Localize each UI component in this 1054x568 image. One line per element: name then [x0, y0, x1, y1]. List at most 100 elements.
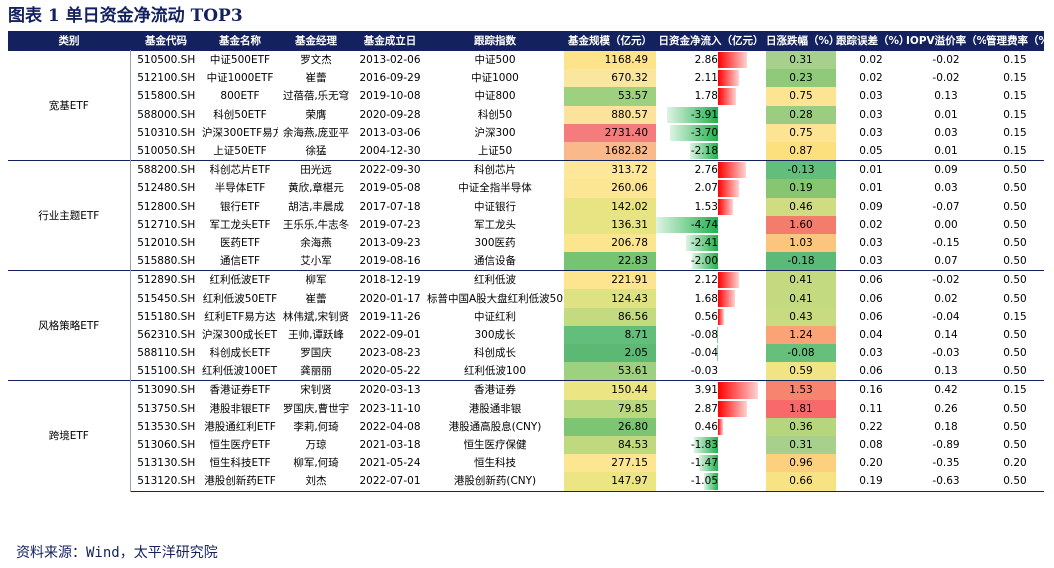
- fund-scale: 84.53: [564, 435, 656, 455]
- daily-change: 0.19: [766, 179, 836, 198]
- fund-scale: 277.15: [564, 454, 656, 473]
- net-flow-cell: -1.05: [656, 472, 766, 492]
- inception-date: 2018-12-19: [354, 270, 426, 290]
- outflow-bar: [694, 436, 718, 454]
- net-flow-value: -0.08: [690, 328, 718, 341]
- fund-scale: 2.05: [564, 344, 656, 363]
- fund-scale: 1168.49: [564, 50, 656, 70]
- tracking-error: 0.20: [859, 457, 883, 470]
- inflow-bar: [718, 418, 723, 435]
- tracking-error: 0.03: [859, 126, 883, 139]
- inception-date: 2004-12-30: [359, 145, 421, 158]
- fund-code: 510310.SH: [137, 126, 196, 139]
- inflow-bar: [718, 162, 746, 179]
- management-fee: 0.50: [986, 472, 1044, 492]
- table-row: 588110.SH 科创成长ETF 罗国庆 2023-08-23 科创成长 2.05 -0.…: [8, 344, 1044, 363]
- tracking-error: 0.06: [859, 310, 883, 323]
- inflow-bar: [718, 88, 737, 105]
- fund-code: 512010.SH: [137, 236, 196, 249]
- fund-scale: 53.57: [564, 87, 656, 106]
- fund-scale: 136.31: [564, 215, 656, 234]
- fund-manager: 罗国庆: [300, 347, 332, 360]
- net-flow-cell: 1.78: [656, 87, 766, 105]
- table-row: 515180.SH 红利ETF易方达 林伟斌,宋钊贤 2019-11-26 中证红利 86…: [8, 307, 1044, 326]
- tracking-index: 港股通非银: [468, 402, 522, 415]
- daily-change: 0.75: [766, 123, 836, 142]
- outflow-bar: [666, 106, 718, 123]
- fund-manager: 宋钊贤: [278, 380, 354, 400]
- fund-code: 513120.SH: [130, 472, 202, 492]
- outflow-bar: [704, 473, 718, 490]
- inception-date: 2020-05-22: [359, 365, 421, 378]
- tracking-error: 0.03: [859, 347, 883, 360]
- net-flow-value: -4.74: [690, 218, 718, 231]
- fund-name: 800ETF: [220, 90, 260, 103]
- iopv-premium: -0.02: [932, 72, 960, 85]
- fund-scale: 79.85: [564, 399, 656, 418]
- fund-code: 588000.SH: [137, 108, 196, 121]
- fund-name: 军工龙头ETF: [209, 218, 271, 231]
- net-flow-cell: -3.91: [656, 106, 766, 124]
- inception-date: 2019-05-08: [359, 182, 421, 195]
- management-fee: 0.50: [1003, 292, 1027, 305]
- iopv-premium: 0.01: [934, 145, 958, 158]
- table-row: 宽基ETF 510500.SH 中证500ETF 罗文杰 2013-02-06 中证500…: [8, 49, 1044, 161]
- fund-code: 588200.SH: [130, 160, 202, 180]
- table-row: 562310.SH 沪深300成长ETF 王帅,谭跃峰 2022-09-01 300成长…: [8, 325, 1044, 344]
- page-title: 图表 1 单日资金净流动 TOP3: [8, 6, 243, 26]
- management-fee: 0.50: [1003, 439, 1027, 452]
- outflow-bar: [698, 455, 718, 472]
- table-row: 513120.SH 港股创新药ETF 刘杰 2022-07-01 港股创新药(CNY) 1…: [8, 472, 1044, 492]
- management-fee: 0.50: [1003, 255, 1027, 268]
- fund-manager: 王乐乐,牛志冬: [282, 218, 350, 231]
- fund-manager: 荣膺: [305, 108, 327, 121]
- iopv-premium: 0.14: [934, 328, 958, 341]
- inception-date: 2017-07-18: [359, 200, 421, 213]
- net-flow-value: 0.46: [694, 420, 718, 433]
- net-flow-value: -2.18: [690, 145, 718, 158]
- net-flow-value: 3.91: [694, 384, 718, 397]
- inception-date: 2022-09-01: [359, 328, 421, 341]
- table-row: 行业主题ETF 588200.SH 科创芯片ETF 田光远 2022-09-30 科创芯片…: [8, 160, 1044, 271]
- fund-manager: 万琼: [305, 439, 327, 452]
- col-fee: 管理费率（%）: [986, 31, 1044, 51]
- net-flow-value: -2.00: [690, 255, 718, 268]
- fund-code: 513130.SH: [137, 457, 196, 470]
- tracking-index: 军工龙头: [474, 218, 516, 231]
- fund-scale: 260.06: [564, 179, 656, 198]
- management-fee: 0.15: [986, 380, 1044, 400]
- tracking-index: 中证1000: [471, 72, 519, 85]
- daily-change: 0.46: [766, 197, 836, 216]
- fund-name: 沪深300成长ETF: [202, 328, 278, 341]
- outflow-bar: [716, 326, 718, 343]
- inflow-bar: [718, 308, 724, 325]
- fund-name: 医药ETF: [219, 236, 261, 249]
- daily-change: 0.41: [766, 289, 836, 308]
- fund-name: 沪深300ETF易方达: [202, 126, 278, 139]
- iopv-premium: 0.02: [934, 292, 958, 305]
- net-flow-cell: -2.00: [656, 252, 766, 271]
- inception-date: 2019-11-26: [359, 310, 421, 323]
- inflow-bar: [718, 70, 740, 87]
- fund-manager: 柳军: [278, 270, 354, 290]
- iopv-premium: 0.01: [934, 108, 958, 121]
- net-flow-value: 0.56: [694, 310, 718, 323]
- tracking-index: 科创芯片: [426, 160, 564, 180]
- inception-date: 2022-09-30: [354, 160, 426, 180]
- table-row: 515880.SH 通信ETF 艾小军 2019-08-16 通信设备 22.83 -2.0…: [8, 252, 1044, 271]
- net-flow-cell: 1.53: [656, 198, 766, 216]
- col-index: 跟踪指数: [426, 31, 564, 51]
- tracking-index: 恒生医疗保健: [463, 439, 527, 452]
- table-row: 513530.SH 港股通红利ETF 李莉,何琦 2022-04-08 港股通高股息(C…: [8, 417, 1044, 436]
- fund-name: 中证500ETF: [202, 50, 278, 70]
- inception-date: 2013-02-06: [354, 50, 426, 70]
- management-fee: 0.50: [986, 270, 1044, 290]
- fund-code: 513530.SH: [137, 420, 196, 433]
- tracking-error: 0.09: [859, 200, 883, 213]
- net-flow-cell: 0.46: [656, 418, 766, 436]
- fund-manager: 艾小军: [300, 255, 332, 268]
- net-flow-value: -2.41: [690, 236, 718, 249]
- net-flow-value: -3.70: [690, 126, 718, 139]
- tracking-error: 0.01: [859, 182, 883, 195]
- daily-change: 0.41: [766, 270, 836, 290]
